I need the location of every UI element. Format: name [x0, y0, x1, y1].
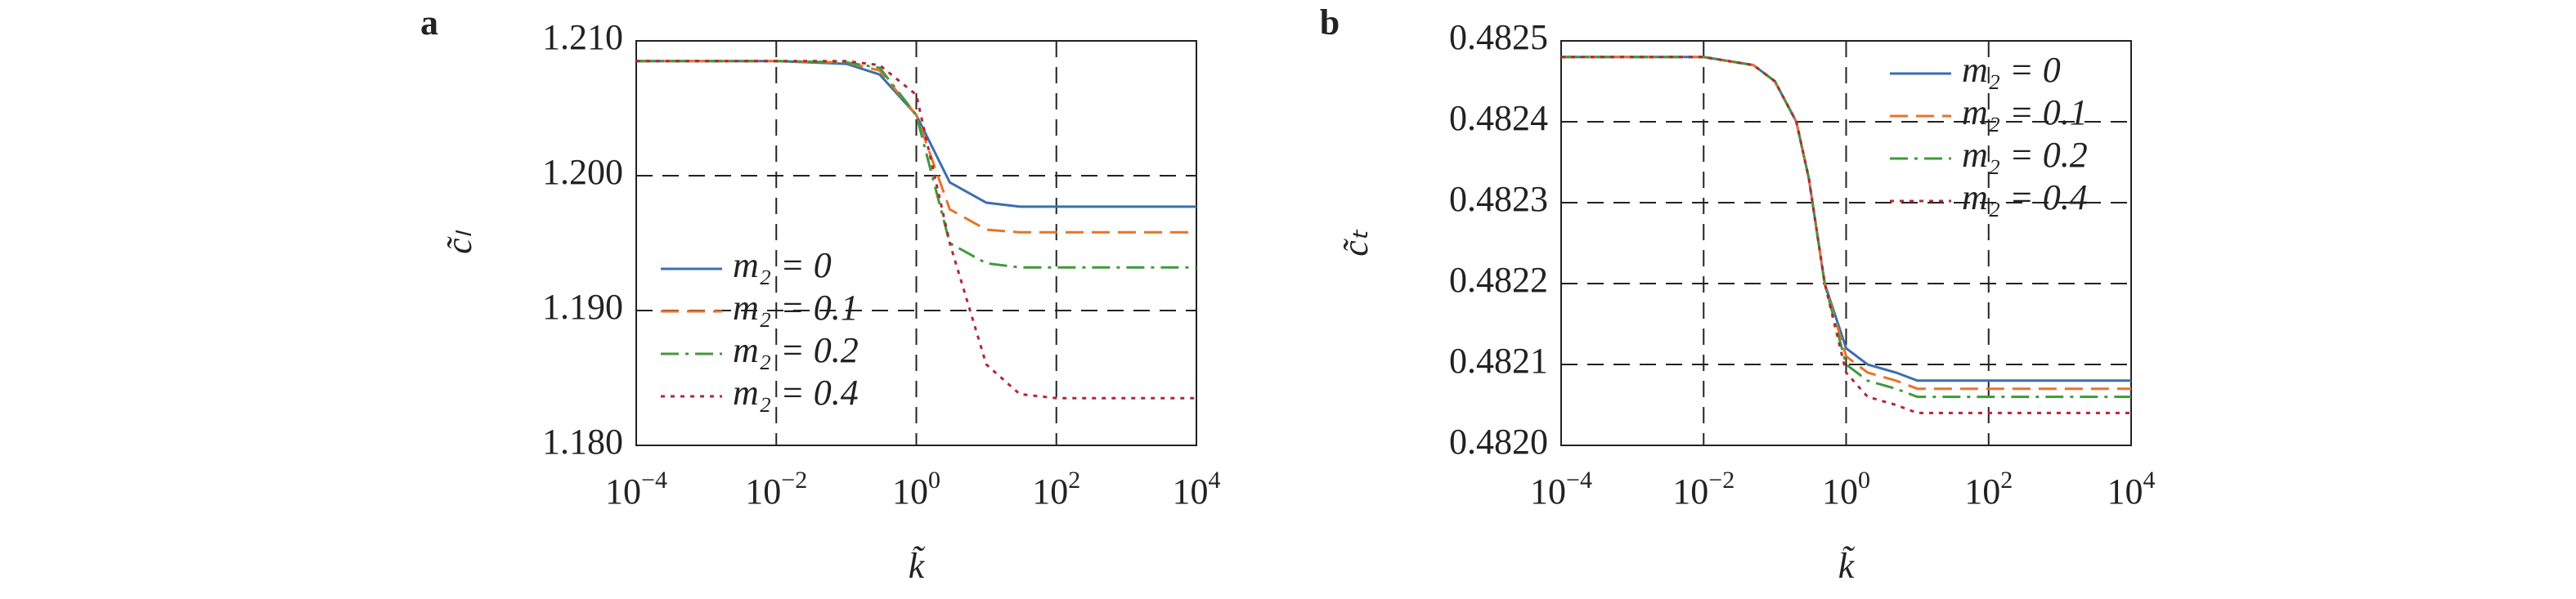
y-tick-label: 1.200	[542, 152, 623, 192]
legend-label: m₂ = 0.2	[1962, 135, 2088, 175]
panel-label: a	[420, 2, 438, 42]
series-line	[636, 60, 1196, 400]
y-tick-label: 0.4822	[1449, 260, 1548, 300]
legend-label: m₂ = 0.4	[733, 373, 859, 413]
x-tick-label: 10−4	[1530, 467, 1592, 512]
y-axis-label: c̃ₜ	[1335, 229, 1376, 257]
y-tick-label: 0.4823	[1449, 179, 1548, 219]
legend-label: m₂ = 0.4	[1962, 177, 2088, 217]
x-tick-label: 102	[1964, 467, 2013, 512]
y-tick-label: 1.210	[542, 17, 623, 57]
y-axis-label: c̃ₗ	[439, 230, 479, 254]
x-tick-label: 10−4	[605, 467, 667, 512]
series-line	[636, 60, 1196, 234]
y-tick-label: 0.4825	[1449, 17, 1548, 57]
legend-label: m₂ = 0	[733, 245, 832, 285]
x-tick-label: 100	[1822, 467, 1870, 512]
series-line	[1561, 56, 2131, 414]
y-tick-label: 0.4821	[1449, 341, 1548, 381]
x-tick-label: 10−2	[745, 467, 807, 512]
x-tick-label: 10−2	[1672, 467, 1735, 512]
legend-label: m₂ = 0	[1962, 50, 2061, 90]
y-tick-label: 1.190	[542, 287, 623, 327]
x-axis-label: k̃	[1838, 546, 1856, 586]
legend-label: m₂ = 0.2	[733, 330, 859, 370]
x-tick-label: 104	[1173, 467, 1221, 512]
x-tick-label: 102	[1032, 467, 1080, 512]
y-tick-label: 0.4824	[1449, 98, 1548, 138]
y-tick-label: 0.4820	[1449, 422, 1548, 462]
legend-label: m₂ = 0.1	[733, 288, 859, 328]
x-tick-label: 100	[892, 467, 940, 512]
legend-label: m₂ = 0.1	[1962, 92, 2088, 132]
x-tick-label: 104	[2107, 467, 2156, 512]
y-tick-label: 1.180	[542, 422, 623, 462]
x-axis-label: k̃	[909, 546, 926, 586]
panel-label: b	[1320, 2, 1340, 42]
